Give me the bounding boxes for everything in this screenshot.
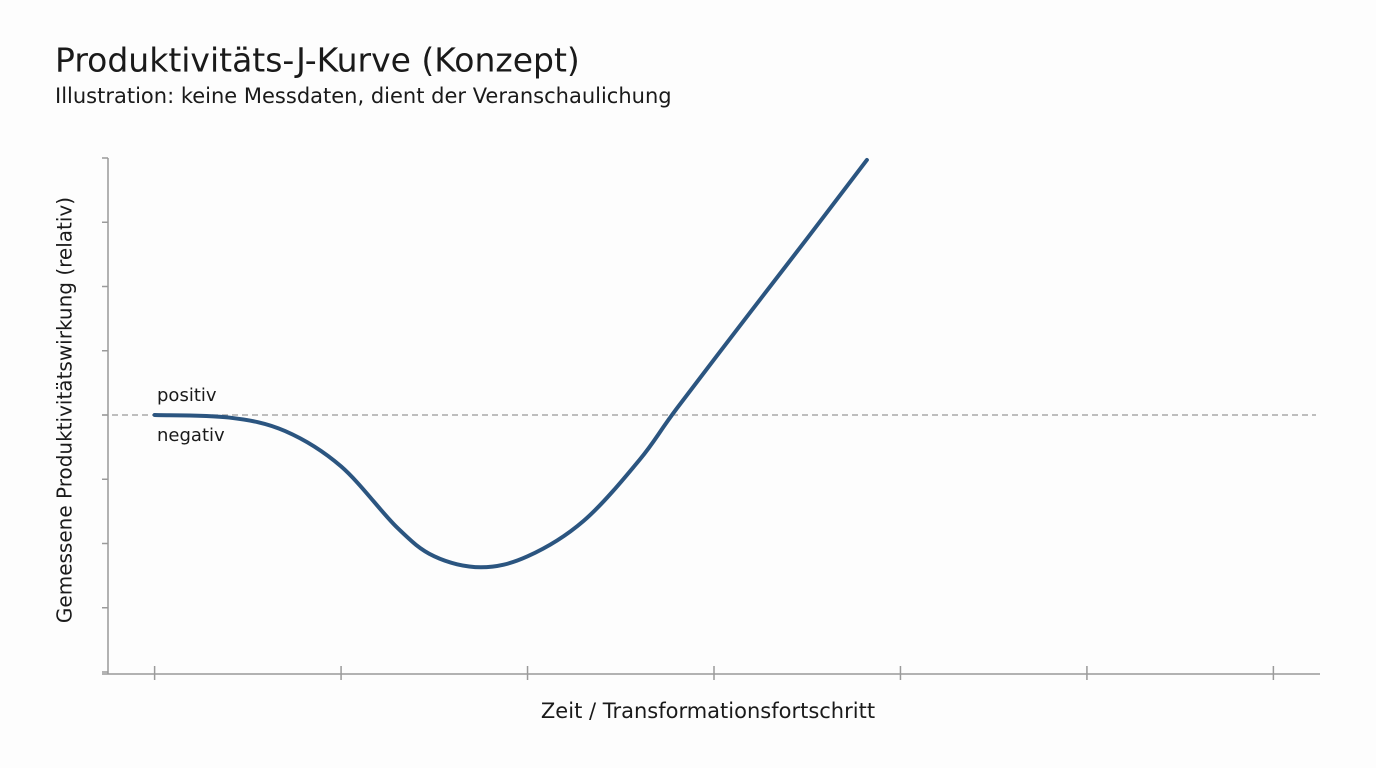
y-axis-label: Gemessene Produktivitätswirkung (relativ… (53, 197, 77, 623)
x-axis-label: Zeit / Transformationsfortschritt (541, 699, 875, 723)
data-line (152, 157, 869, 570)
annotation: positiv (157, 385, 217, 406)
chart-subtitle: Illustration: keine Messdaten, dient der… (55, 84, 672, 108)
annotation: negativ (157, 425, 225, 446)
chart-title: Produktivitäts-J-Kurve (Konzept) (55, 41, 580, 80)
